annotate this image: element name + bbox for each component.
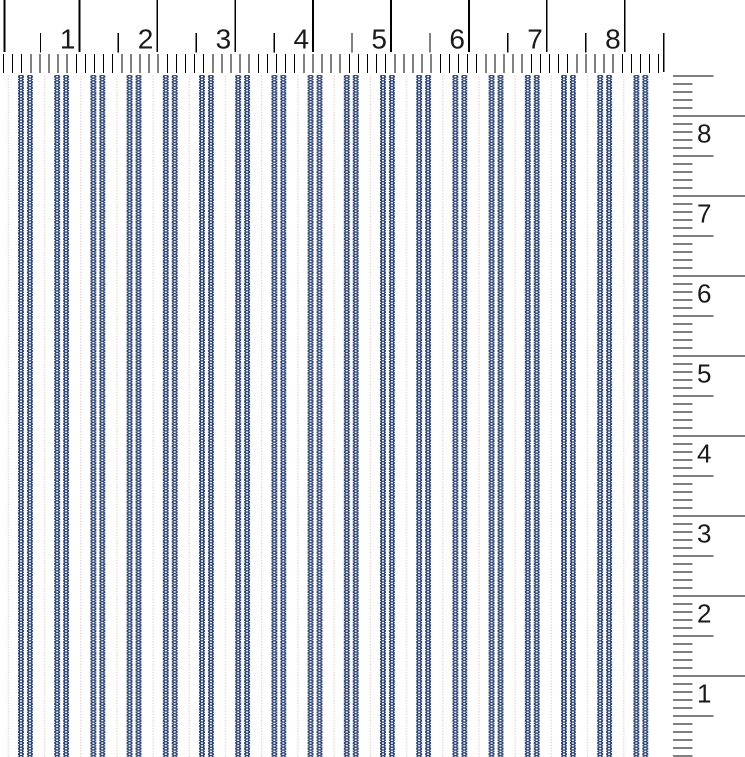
ruler-number-label: 8 (697, 119, 711, 149)
ticking-stripe-swatch (0, 75, 652, 757)
ruler-number-label: 2 (697, 599, 711, 629)
ruler-number-label: 7 (697, 199, 711, 229)
ruler-number-label: 3 (216, 24, 232, 55)
ruler-number-label: 7 (527, 24, 543, 55)
ruler-number-label: 6 (449, 24, 465, 55)
ruler-number-label: 6 (697, 279, 711, 309)
horizontal-ruler: 1 2 3 4 5 6 7 8 (3, 0, 665, 73)
ruler-number-label: 8 (605, 24, 621, 55)
ruler-number-label: 4 (294, 24, 310, 55)
ruler-number-label: 1 (60, 24, 76, 55)
ruler-number-label: 1 (697, 679, 711, 709)
vertical-ruler: 8 7 6 5 4 3 2 1 (673, 75, 745, 757)
ruler-number-label: 2 (138, 24, 154, 55)
ruler-number-label: 5 (697, 359, 711, 389)
ruler-number-label: 4 (697, 439, 711, 469)
ruler-number-label: 3 (697, 519, 711, 549)
ruler-number-label: 5 (371, 24, 387, 55)
